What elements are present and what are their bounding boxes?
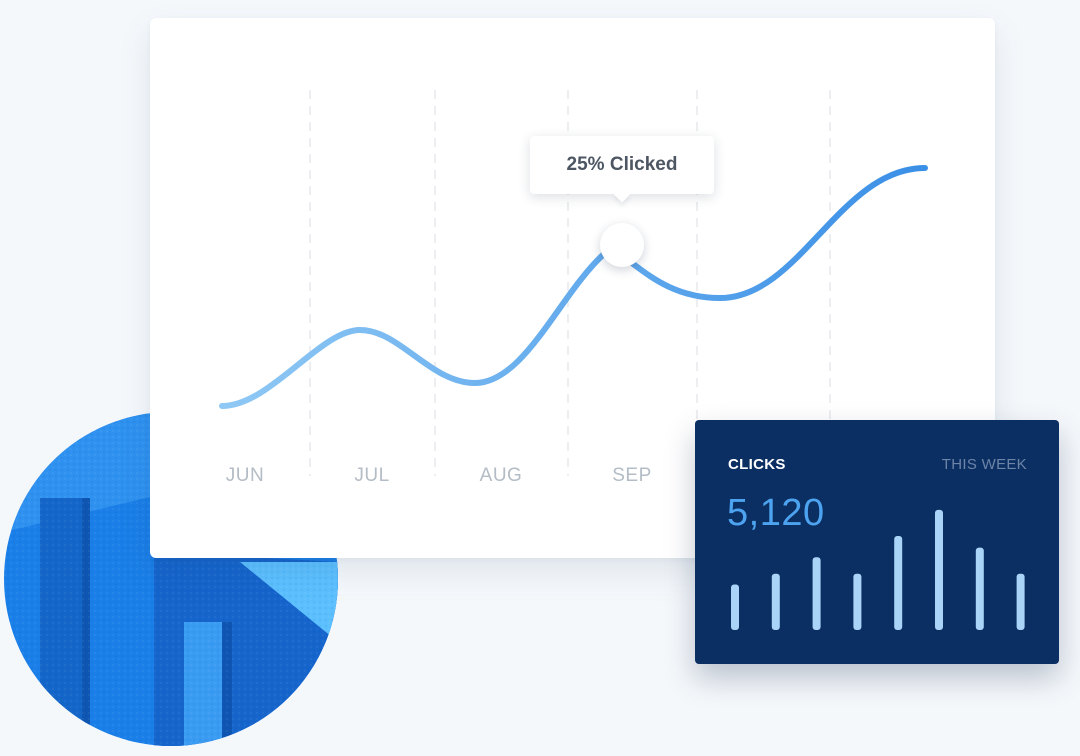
highlight-marker[interactable] [600, 223, 644, 267]
clicks-bar-4 [853, 573, 862, 630]
data-tooltip: 25% Clicked [530, 136, 714, 203]
clicks-bar-2 [771, 573, 780, 630]
clicks-title: CLICKS [728, 456, 786, 473]
clicks-total: 5,120 [727, 492, 825, 534]
clicks-bar-7 [975, 547, 984, 630]
clicks-bar-5 [894, 535, 903, 630]
x-tick-label-aug: AUG [480, 465, 523, 486]
clicks-period: THIS WEEK [941, 456, 1027, 473]
clicks-card: CLICKS THIS WEEK 5,120 [695, 420, 1059, 664]
line-chart: JUN JUL AUG SEP [219, 90, 928, 486]
x-tick-label-jul: JUL [354, 465, 389, 486]
clicks-bar-6 [935, 509, 943, 630]
clicks-bar-chart [731, 509, 1025, 630]
tooltip-label: 25% Clicked [566, 154, 678, 175]
clicks-bar-8 [1016, 573, 1025, 630]
x-tick-label-jun: JUN [226, 465, 264, 486]
clicks-bar-3 [812, 557, 821, 630]
clicks-bar-1 [731, 584, 739, 630]
series-line [219, 165, 928, 409]
x-tick-label-sep: SEP [612, 465, 652, 486]
